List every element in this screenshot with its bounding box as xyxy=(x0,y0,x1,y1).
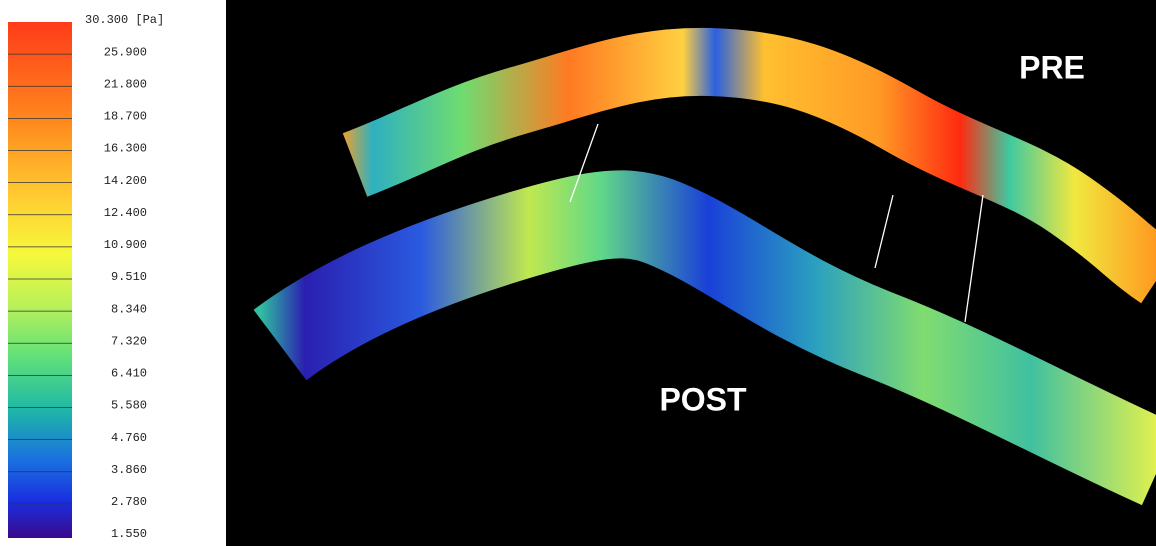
pre-label: PRE xyxy=(1019,49,1085,85)
colorbar-tick-label: 30.300 [Pa] xyxy=(85,13,164,27)
colorbar-tick-label: 9.510 xyxy=(111,270,147,284)
colorbar-tick-label: 16.300 xyxy=(104,142,147,156)
colorbar-tick-label: 25.900 xyxy=(104,45,147,59)
figure: PRE POST 30.300 [Pa] 25.900 21.800 18.700 16… xyxy=(0,0,1156,546)
colorbar-tick-label: 14.200 xyxy=(104,174,147,188)
colorbar-tick-label: 21.800 xyxy=(104,77,147,91)
colorbar-tick-label: 7.320 xyxy=(111,334,147,348)
colorbar-tick-label: 5.580 xyxy=(111,399,147,413)
colorbar-tick-label: 1.550 xyxy=(111,527,147,541)
colorbar xyxy=(8,22,72,538)
colorbar-tick-label: 4.760 xyxy=(111,431,147,445)
colorbar-tick-label: 6.410 xyxy=(111,367,147,381)
colorbar-tick-label: 2.780 xyxy=(111,495,147,509)
post-label: POST xyxy=(659,381,747,417)
colorbar-tick-label: 8.340 xyxy=(111,302,147,316)
colorbar-tick-label: 3.860 xyxy=(111,463,147,477)
colorbar-tick-label: 10.900 xyxy=(104,238,147,252)
colorbar-tick-label: 12.400 xyxy=(104,206,147,220)
colorbar-tick-label: 18.700 xyxy=(104,110,147,124)
